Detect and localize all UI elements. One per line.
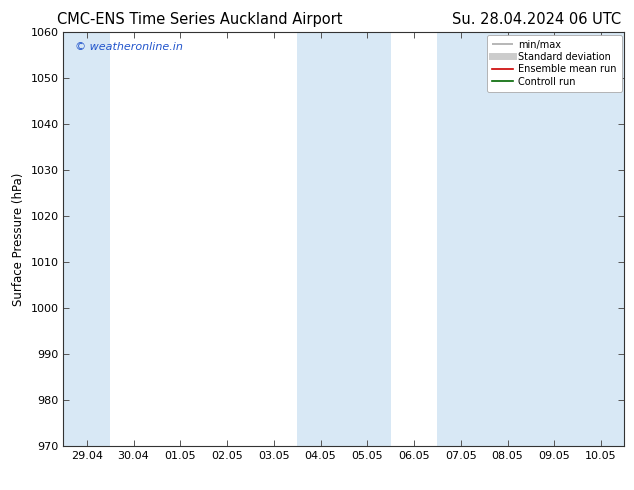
Text: Su. 28.04.2024 06 UTC: Su. 28.04.2024 06 UTC bbox=[452, 12, 621, 27]
Bar bbox=[437, 32, 531, 446]
Legend: min/max, Standard deviation, Ensemble mean run, Controll run: min/max, Standard deviation, Ensemble me… bbox=[487, 35, 621, 92]
Bar bbox=[63, 32, 110, 446]
Text: © weatheronline.in: © weatheronline.in bbox=[75, 42, 183, 52]
Bar bbox=[297, 32, 391, 446]
Bar bbox=[531, 32, 624, 446]
Y-axis label: Surface Pressure (hPa): Surface Pressure (hPa) bbox=[12, 172, 25, 306]
Text: CMC-ENS Time Series Auckland Airport: CMC-ENS Time Series Auckland Airport bbox=[57, 12, 342, 27]
